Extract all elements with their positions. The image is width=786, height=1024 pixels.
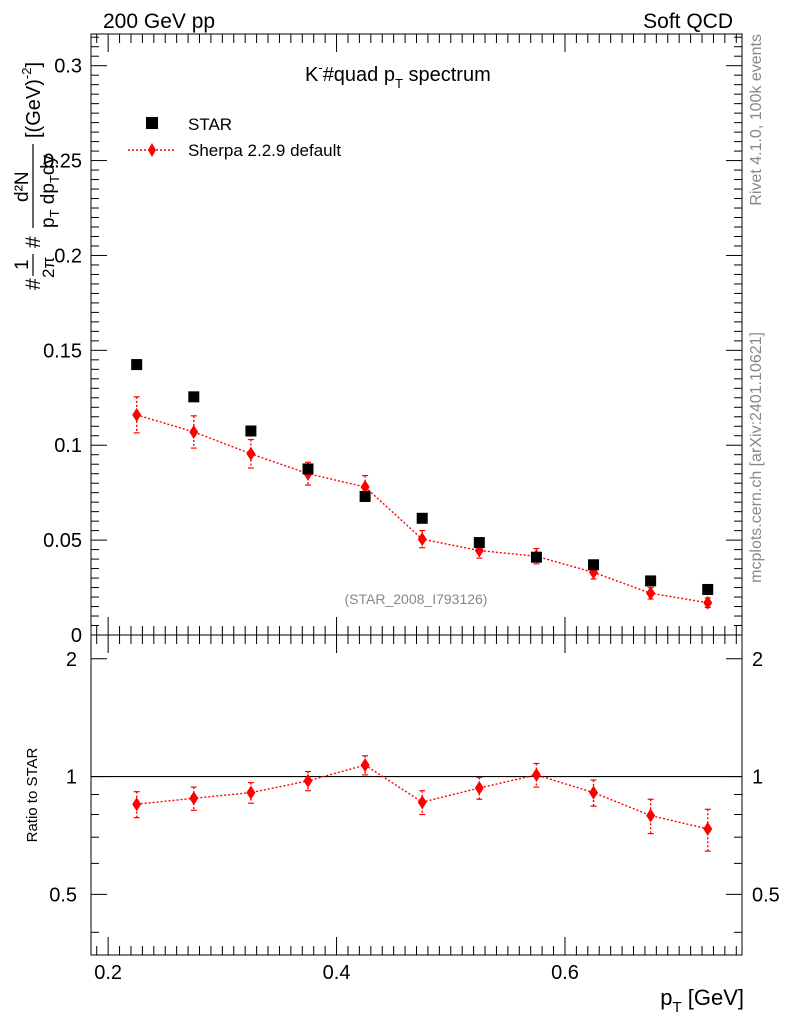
top-y-tick-label: 0 — [71, 625, 82, 647]
ratio-y-tick-label: 0.5 — [49, 884, 77, 906]
ratio-point — [646, 808, 656, 823]
plot-title: K-#quad pT spectrum — [305, 60, 491, 91]
ratio-y-tick-label-right: 2 — [752, 649, 763, 671]
x-tick-label: 0.6 — [551, 962, 579, 984]
star-point — [645, 575, 657, 587]
svg-text:d²N: d²N — [12, 171, 33, 202]
svg-text:2π: 2π — [39, 257, 58, 278]
ratio-y-axis-label: Ratio to STAR — [24, 747, 41, 842]
header-left: 200 GeV pp — [103, 10, 215, 33]
top-plot-data — [131, 359, 714, 610]
legend-label-sherpa: Sherpa 2.2.9 default — [188, 141, 341, 160]
ratio-point — [246, 785, 256, 800]
legend-marker-star — [146, 117, 158, 129]
svg-text:pT dpTdy: pT dpTdy — [38, 155, 62, 228]
ratio-point — [360, 758, 370, 773]
ratio-point — [189, 791, 199, 806]
top-y-tick-label: 0.1 — [54, 435, 82, 457]
svg-text:[(GeV)-2]: [(GeV)-2] — [19, 62, 45, 138]
top-y-tick-label: 0.2 — [54, 245, 82, 267]
sherpa-point — [703, 595, 713, 610]
ratio-point — [703, 821, 713, 836]
ratio-point — [531, 767, 541, 782]
sherpa-point — [360, 479, 370, 494]
ratio-point — [589, 785, 599, 800]
x-tick-label: 0.2 — [94, 962, 122, 984]
star-point — [245, 425, 257, 437]
star-point — [416, 512, 428, 524]
star-point — [188, 391, 200, 403]
ratio-y-tick-label: 1 — [66, 767, 77, 789]
sherpa-point — [246, 446, 256, 461]
header-right: Soft QCD — [643, 10, 733, 33]
top-y-axis-label: # 1 2π # d²N pT dpTdy [(GeV)-2] — [12, 62, 62, 290]
ratio-y-tick-label: 2 — [66, 649, 77, 671]
analysis-watermark: (STAR_2008_I793126) — [345, 591, 488, 607]
svg-text:#: # — [22, 278, 45, 290]
sherpa-point — [189, 424, 199, 439]
star-point — [702, 583, 714, 595]
side-text-top: Rivet 4.1.0, 100k events — [748, 34, 765, 206]
legend-label-star: STAR — [188, 115, 232, 134]
star-point — [530, 551, 542, 563]
legend: STAR Sherpa 2.2.9 default — [128, 115, 341, 160]
top-y-tick-label: 0.25 — [43, 151, 82, 173]
sherpa-line — [136, 414, 708, 604]
x-axis-label: pT [GeV] — [660, 985, 744, 1016]
ratio-axis-ticks: 0.2 0.4 0.6 0.5 0.5 1 1 2 2 — [49, 635, 780, 984]
ratio-y-tick-label-right: 0.5 — [752, 884, 780, 906]
star-point — [359, 490, 371, 502]
ratio-y-tick-label-right: 1 — [752, 767, 763, 789]
side-text-bottom: mcplots.cern.ch [arXiv:2401.10621] — [748, 332, 765, 583]
star-point — [302, 463, 314, 475]
ratio-point — [474, 780, 484, 795]
top-axis-ticks: 0 0.05 0.1 0.15 0.2 0.25 0.3 — [43, 34, 742, 647]
top-y-tick-label: 0.15 — [43, 340, 82, 362]
svg-text:1: 1 — [12, 259, 33, 270]
sherpa-point — [646, 586, 656, 601]
star-point — [588, 559, 600, 571]
star-point — [131, 359, 143, 371]
ratio-plot-data — [132, 755, 713, 852]
star-point — [473, 537, 485, 549]
ratio-point — [303, 773, 313, 788]
ratio-plot-frame — [90, 634, 743, 956]
sherpa-point — [132, 407, 142, 422]
ratio-point — [417, 795, 427, 810]
top-y-tick-label: 0.05 — [43, 530, 82, 552]
top-y-tick-label: 0.3 — [54, 56, 82, 78]
legend-marker-sherpa — [148, 143, 156, 157]
svg-text:#: # — [22, 236, 45, 248]
ratio-point — [132, 797, 142, 812]
sherpa-point — [417, 532, 427, 547]
x-tick-label: 0.4 — [323, 962, 351, 984]
